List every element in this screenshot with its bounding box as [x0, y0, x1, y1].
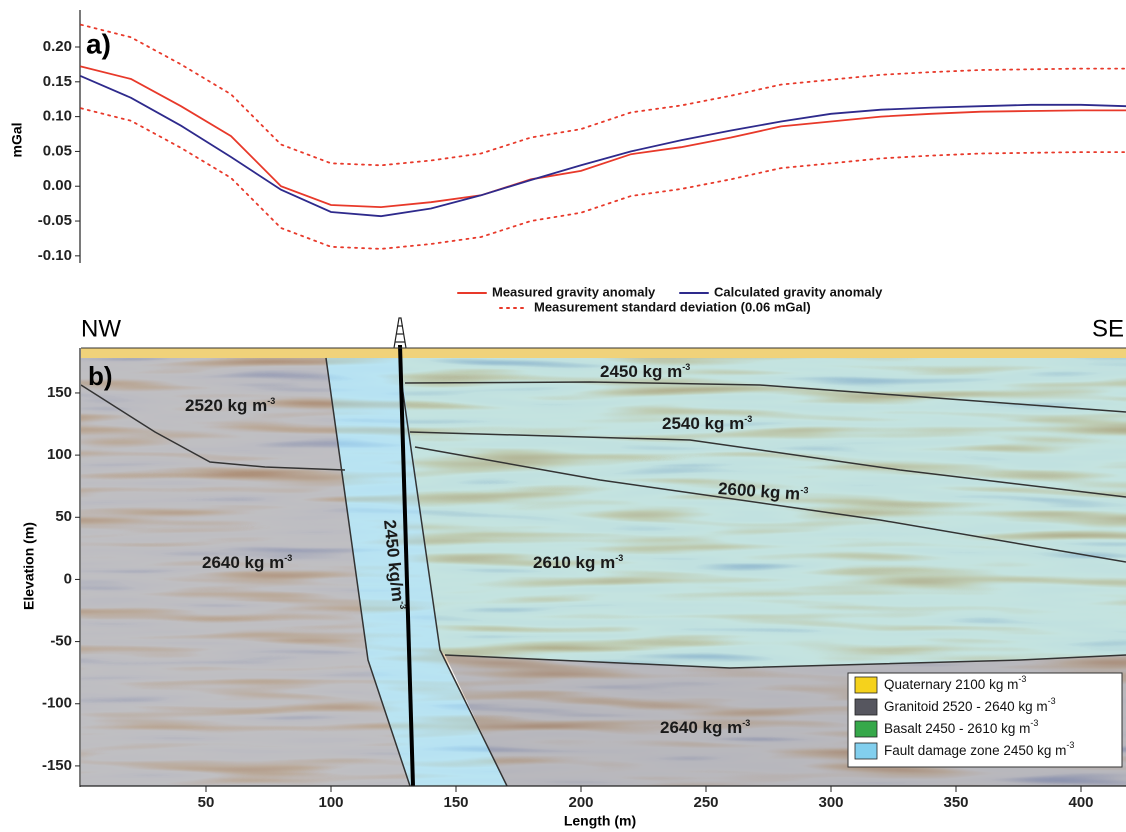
basalt-region: [400, 358, 1126, 668]
quaternary-layer: [81, 348, 1126, 358]
annotation-sup: -3: [800, 485, 809, 496]
y-axis-title: Elevation (m): [21, 522, 37, 610]
annotation: 2450 kg m-3: [600, 362, 690, 381]
legend-label-text: Basalt 2450 - 2610 kg m: [884, 721, 1030, 736]
annotation-sup: -3: [284, 553, 292, 563]
annotation-text: 2640 kg m: [660, 718, 742, 737]
y-tick-label: 100: [47, 446, 72, 463]
legend-label-sup: -3: [1018, 674, 1026, 684]
annotation-sup: -3: [742, 718, 750, 728]
series-line: [80, 107, 1126, 250]
annotation: 2640 kg m-3: [660, 718, 750, 737]
x-tick-label: 50: [198, 794, 215, 811]
y-tick-label: 0.00: [43, 177, 72, 194]
annotation-text: 2610 kg m: [533, 553, 615, 572]
legend-label: Fault damage zone 2450 kg m-3: [884, 740, 1074, 757]
y-tick-label: -0.05: [38, 212, 72, 229]
legend-label-sup: -3: [1030, 718, 1038, 728]
legend-label-text: Fault damage zone 2450 kg m: [884, 743, 1066, 758]
legend-label-sup: -3: [1066, 740, 1074, 750]
annotation: 2520 kg m-3: [185, 396, 275, 415]
y-tick-label: 0.05: [43, 142, 72, 159]
y-tick-label: 150: [47, 384, 72, 401]
annotation-text: 2640 kg m: [202, 553, 284, 572]
annotation: 2540 kg m-3: [662, 414, 752, 433]
x-tick-label: 250: [693, 794, 718, 811]
x-tick-label: 300: [818, 794, 843, 811]
granitoid-region: [81, 358, 410, 786]
y-tick-label: -50: [50, 633, 72, 650]
legend-label: Calculated gravity anomaly: [714, 284, 883, 299]
y-tick-label: 0.20: [43, 38, 72, 55]
derrick-icon: [393, 317, 407, 349]
panel-label: a): [86, 28, 111, 59]
legend-swatch: [854, 676, 878, 694]
series-line: [80, 65, 1126, 209]
x-tick-label: 400: [1068, 794, 1093, 811]
annotation-sup: -3: [397, 601, 408, 610]
annotation-text: 2450 kg m: [600, 362, 682, 381]
annotation-sup: -3: [682, 362, 690, 372]
x-tick-label: 350: [943, 794, 968, 811]
y-tick-label: 0.10: [43, 108, 72, 125]
annotation-text: 2540 kg m: [662, 414, 744, 433]
annotation-sup: -3: [267, 396, 275, 406]
legend-label: Granitoid 2520 - 2640 kg m-3: [884, 696, 1056, 713]
panel-label: b): [88, 361, 113, 391]
legend-label: Measured gravity anomaly: [492, 284, 656, 299]
legend-label: Basalt 2450 - 2610 kg m-3: [884, 718, 1038, 735]
y-tick-label: -0.10: [38, 247, 72, 264]
x-axis-title: Length (m): [564, 813, 636, 829]
direction-label: SE: [1092, 315, 1124, 342]
legend-label: Measurement standard deviation (0.06 mGa…: [534, 299, 811, 314]
legend-swatch: [854, 720, 878, 738]
legend-box: [847, 672, 1123, 768]
series-line: [80, 23, 1126, 167]
well: [398, 344, 415, 787]
boundaries: [81, 357, 1126, 786]
legend-label-text: Granitoid 2520 - 2640 kg m: [884, 699, 1048, 714]
direction-label: NW: [81, 315, 121, 342]
annotation-sup: -3: [744, 414, 752, 424]
y-tick-label: 50: [55, 508, 72, 525]
x-tick-label: 200: [568, 794, 593, 811]
legend-swatch: [854, 698, 878, 716]
legend-label-text: Quaternary 2100 kg m: [884, 677, 1018, 692]
annotation: 2610 kg m-3: [533, 553, 623, 572]
legend-swatch: [854, 742, 878, 760]
x-tick-label: 100: [318, 794, 343, 811]
legend-label: Quaternary 2100 kg m-3: [884, 674, 1026, 691]
section-area: [81, 348, 1126, 786]
annotation-text: 2520 kg m: [185, 396, 267, 415]
series-line: [80, 75, 1126, 218]
fault-zone-region: [326, 358, 507, 786]
y-tick-label: 0: [64, 570, 72, 587]
y-tick-label: 0.15: [43, 73, 72, 90]
annotation: 2640 kg m-3: [202, 553, 292, 572]
legend-label-sup: -3: [1048, 696, 1056, 706]
x-tick-label: 150: [443, 794, 468, 811]
y-tick-label: -150: [42, 757, 72, 774]
y-axis-title: mGal: [9, 122, 25, 157]
y-tick-label: -100: [42, 695, 72, 712]
annotation-sup: -3: [615, 553, 623, 563]
